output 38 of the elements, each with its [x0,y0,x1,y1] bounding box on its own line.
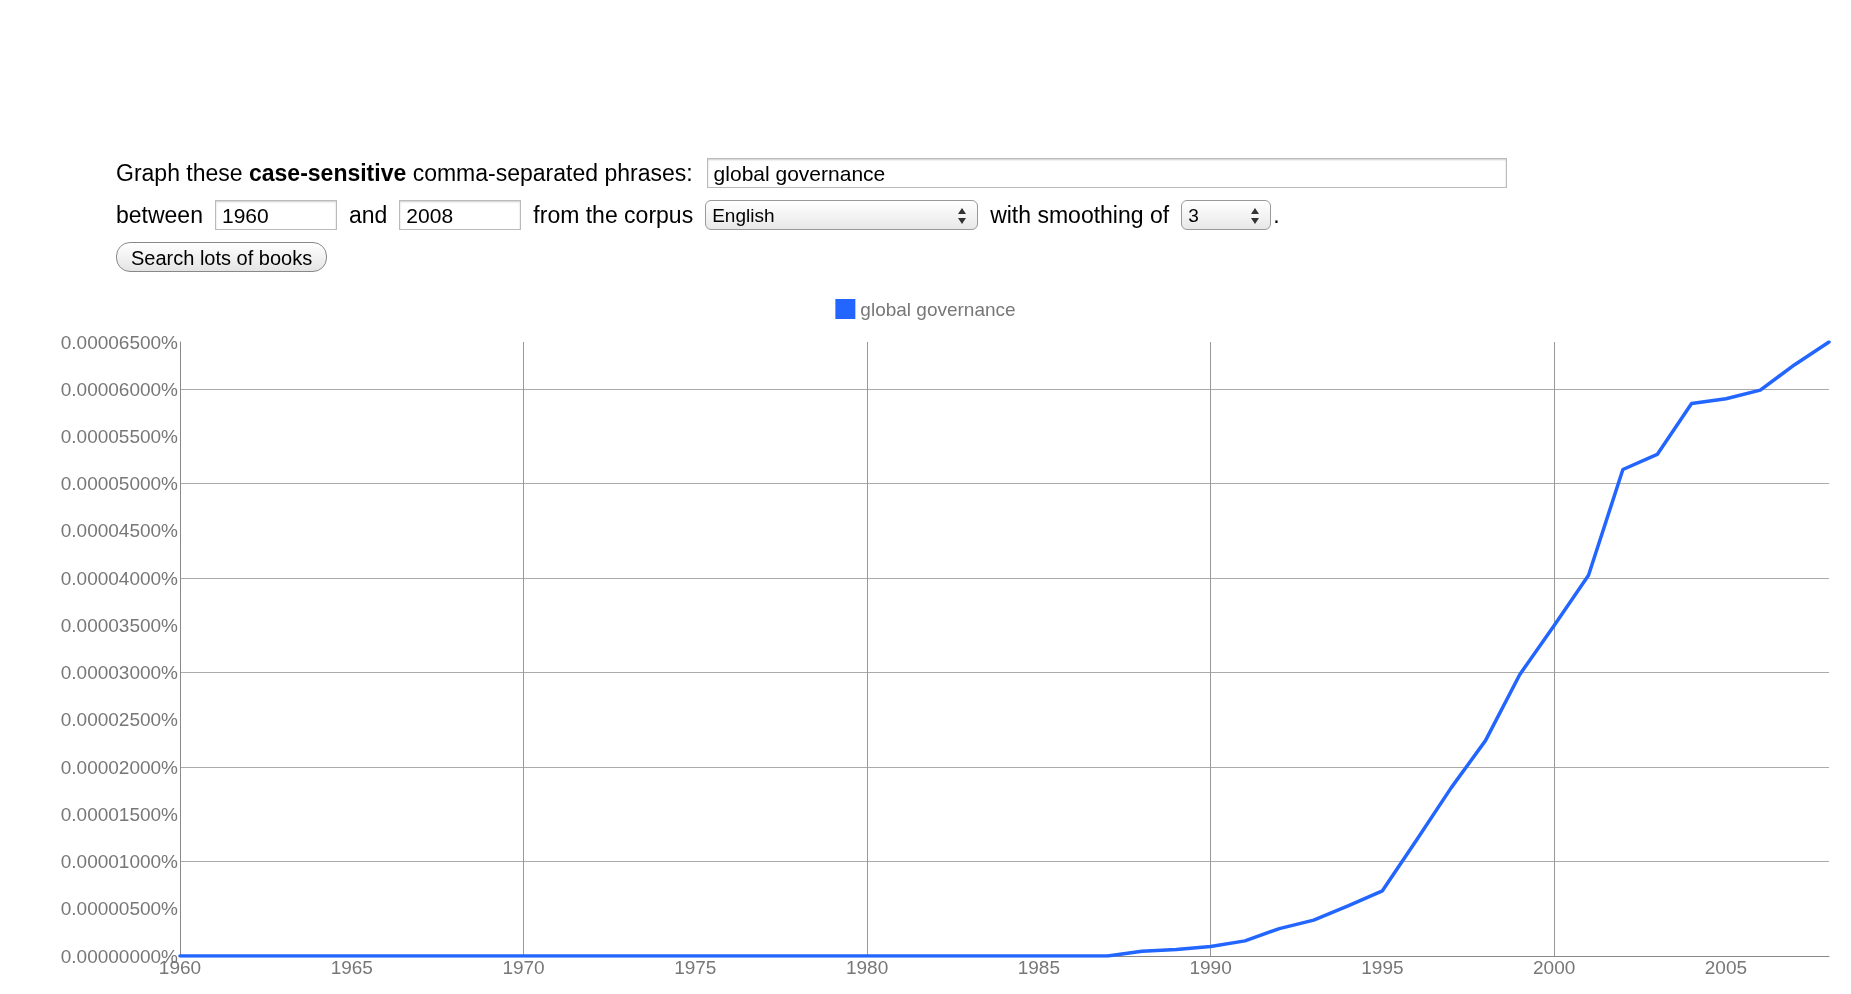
y-tick-label: 0.00001500% [60,803,179,825]
y-tick-label: 0.00005000% [60,473,179,495]
text: Graph these [116,159,243,186]
x-tick-label: 1985 [1017,957,1060,978]
text: . [1273,201,1280,229]
text-field: 1960 [214,200,337,230]
search-button: Search lots of books [116,242,328,272]
text: comma-separated phrases: [412,159,693,186]
legend-label: global governance [860,298,1016,320]
x-tick-label: 2005 [1704,957,1748,978]
x-tick-label: 2000 [1533,957,1576,978]
x-tick-label: 1975 [674,957,717,978]
text: case-sensitive [248,159,407,186]
y-tick-label: 0.00006000% [60,378,179,400]
dropdown-field: 3 [1181,200,1272,230]
text-field: global governance [706,158,1507,188]
text-field: 2008 [399,200,522,230]
dropdown-field: English [705,200,979,230]
line-series [178,340,1831,958]
y-tick-label: 0.00002500% [60,709,179,731]
y-tick-label: 0.00003500% [60,614,179,636]
y-tick-label: 0.00001000% [60,851,179,873]
x-tick-label: 1970 [502,957,545,978]
x-tick-label: 1980 [845,957,889,978]
y-tick-label: 0.00005500% [60,425,179,447]
y-tick-label: 0.00003000% [60,662,179,684]
y-tick-label: 0.00004500% [60,520,179,542]
x-tick-label: 1995 [1361,957,1404,978]
text: between [116,201,203,229]
y-tick-label: 0.00006500% [60,331,179,353]
x-tick-label: 1965 [330,957,373,978]
text: from the corpus [533,201,694,229]
y-tick-label: 0.00002000% [60,756,179,778]
y-tick-label: 0.00000500% [60,898,179,920]
text: and [348,201,388,229]
x-tick-label: 1990 [1189,957,1232,978]
y-tick-label: 0.00004000% [60,567,179,589]
text: with smoothing of [990,201,1170,229]
